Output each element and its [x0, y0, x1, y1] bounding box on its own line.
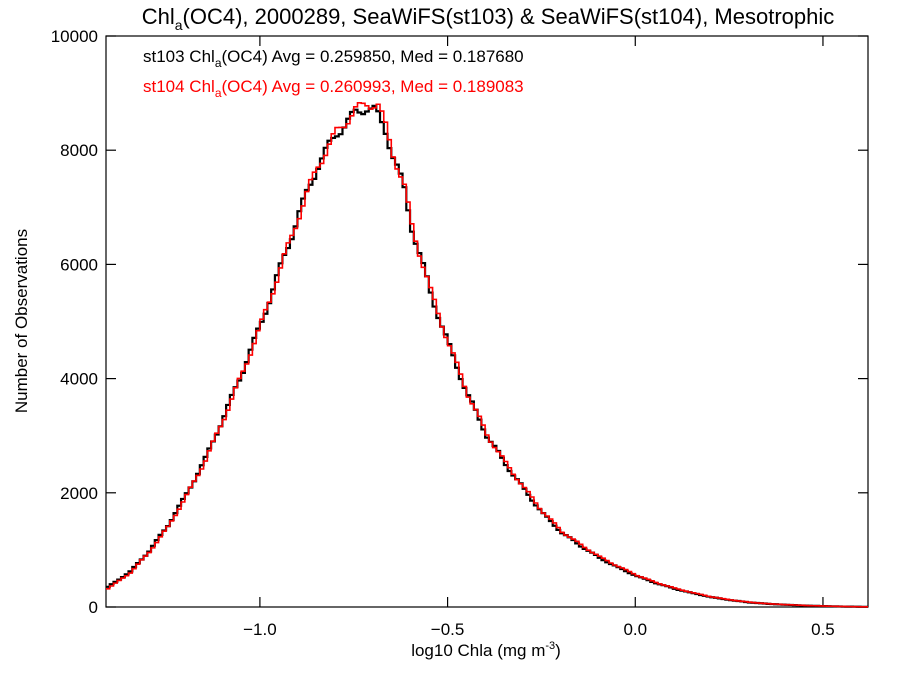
title-subscript: a [175, 17, 183, 33]
legend-st103-subscript: a [215, 56, 222, 70]
y-tick-label: 4000 [60, 370, 98, 389]
y-tick-label: 6000 [60, 255, 98, 274]
y-tick-label: 8000 [60, 141, 98, 160]
y-tick-label: 2000 [60, 484, 98, 503]
y-tick-label: 10000 [51, 27, 98, 46]
series-group [106, 102, 868, 608]
plot-frame [105, 35, 869, 608]
legend-st104: st104 Chla(OC4) Avg = 0.260993, Med = 0.… [143, 77, 524, 100]
x-axis-label-superscript: -3 [545, 640, 555, 652]
x-tick-label: 0.0 [623, 620, 647, 639]
legend-st103-prefix: st103 Chl [143, 47, 215, 66]
series-line-st103 [106, 104, 868, 608]
legend-st103-suffix: (OC4) Avg = 0.259850, Med = 0.187680 [222, 47, 524, 66]
series-line-st104 [106, 102, 868, 608]
x-axis-label-suffix: ) [555, 641, 561, 660]
axis-ticks [106, 35, 868, 608]
x-axis-label-prefix: log10 Chla (mg m [411, 641, 545, 660]
y-axis-label: Number of Observations [12, 229, 31, 413]
legend-st104-subscript: a [215, 86, 222, 100]
title-suffix: (OC4), 2000289, SeaWiFS(st103) & SeaWiFS… [183, 4, 835, 29]
x-tick-label: −1.0 [243, 620, 277, 639]
x-axis-label: log10 Chla (mg m-3) [411, 640, 561, 660]
title-prefix: Chl [142, 4, 175, 29]
legend-st103: st103 Chla(OC4) Avg = 0.259850, Med = 0.… [143, 47, 524, 70]
axis-tick-labels: −1.0 −0.5 0.0 0.5 0 2000 4000 6000 8000 10000 [51, 27, 835, 639]
legend-st104-suffix: (OC4) Avg = 0.260993, Med = 0.189083 [222, 77, 524, 96]
legend-st104-prefix: st104 Chl [143, 77, 215, 96]
chart-title: Chla(OC4), 2000289, SeaWiFS(st103) & Sea… [142, 4, 835, 33]
x-tick-label: 0.5 [811, 620, 835, 639]
y-tick-label: 0 [89, 598, 98, 617]
x-tick-label: −0.5 [431, 620, 465, 639]
